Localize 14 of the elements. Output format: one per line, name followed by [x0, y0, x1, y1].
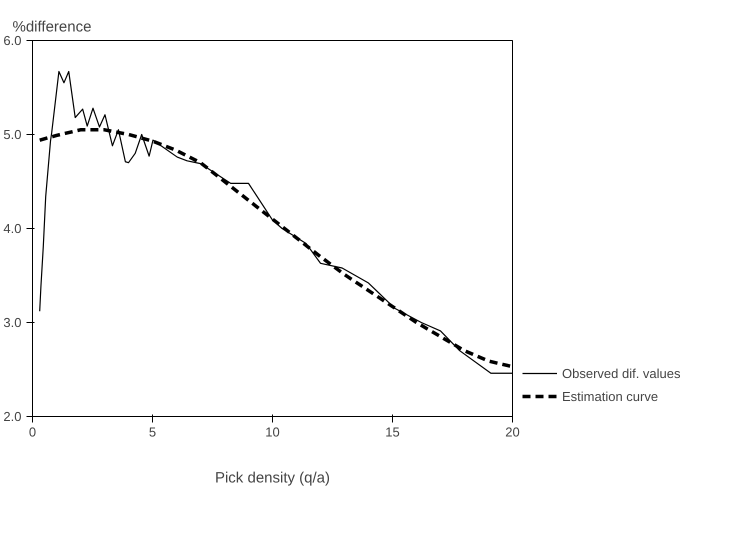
x-tick-label: 0	[28, 424, 36, 440]
y-tick-label: 2.0	[3, 409, 22, 424]
x-tick-label: 20	[505, 424, 520, 440]
y-tick-label: 3.0	[3, 315, 22, 330]
y-tick-label: 6.0	[3, 33, 22, 48]
legend-label: Estimation curve	[562, 388, 658, 404]
x-tick-label: 5	[148, 424, 156, 440]
y-tick-label: 5.0	[3, 127, 22, 142]
x-tick-label: 15	[385, 424, 400, 440]
x-axis-title: Pick density (q/a)	[214, 470, 330, 486]
x-tick-label: 10	[265, 424, 280, 440]
legend-label: Observed dif. values	[562, 366, 681, 380]
y-axis-title: %difference	[12, 18, 92, 36]
y-tick-label: 4.0	[3, 221, 22, 236]
